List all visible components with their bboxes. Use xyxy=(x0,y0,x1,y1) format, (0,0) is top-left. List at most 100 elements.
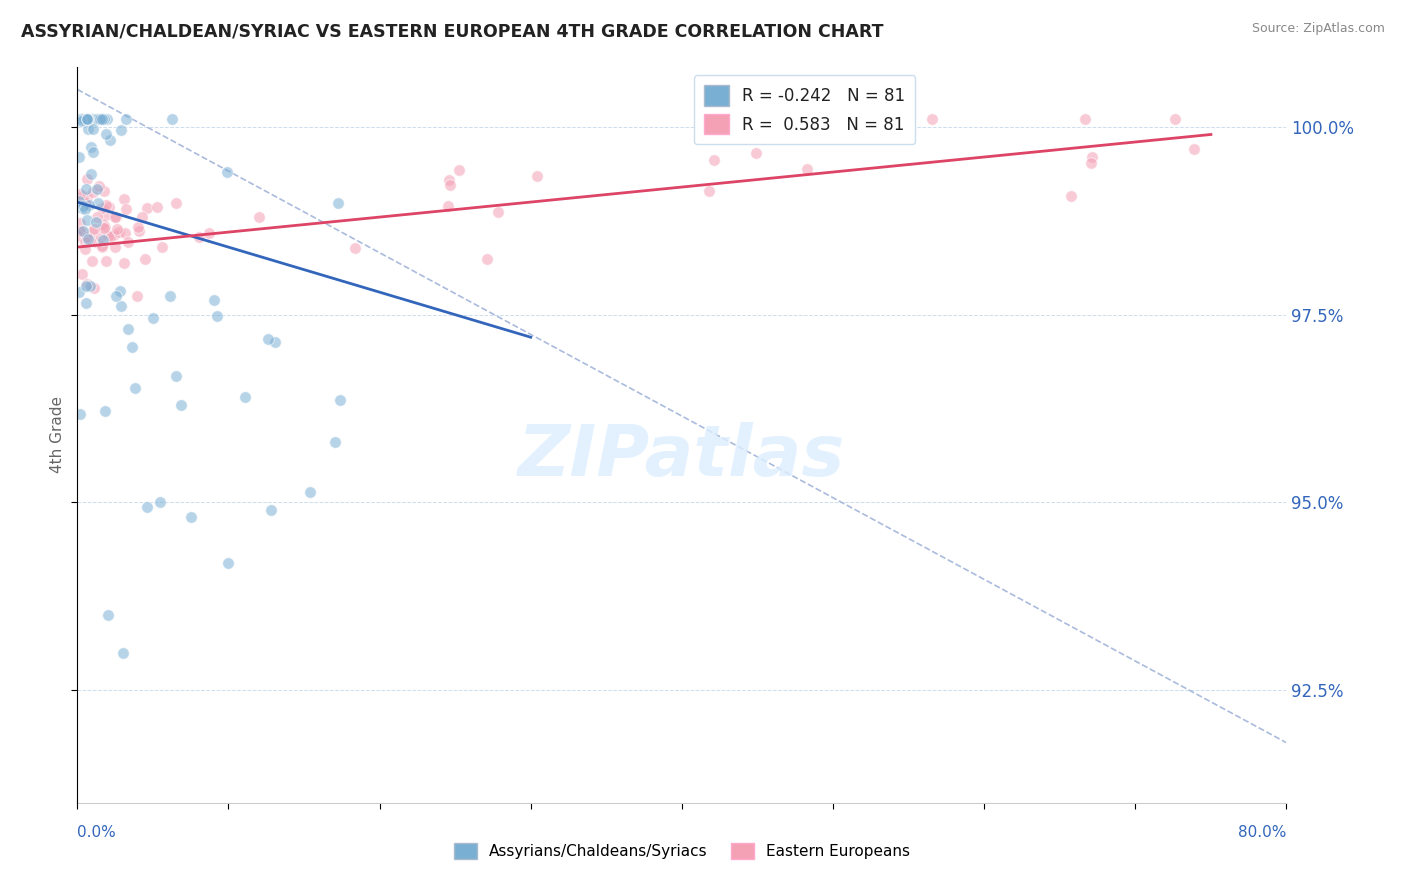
Point xyxy=(70,267,93,281)
Point xyxy=(921,112,943,127)
Point xyxy=(117,235,139,249)
Point xyxy=(69,216,91,230)
Point xyxy=(67,149,90,163)
Point xyxy=(91,218,114,232)
Point xyxy=(1081,150,1104,164)
Point xyxy=(75,195,97,210)
Point xyxy=(77,112,100,127)
Text: 0.0%: 0.0% xyxy=(77,825,117,840)
Point xyxy=(128,224,150,238)
Point xyxy=(87,179,110,194)
Point xyxy=(150,240,173,254)
Point xyxy=(247,210,270,224)
Point xyxy=(80,112,103,127)
Point xyxy=(526,169,548,184)
Point xyxy=(83,280,105,294)
Point xyxy=(97,200,120,214)
Point xyxy=(207,310,229,324)
Point xyxy=(1182,142,1205,156)
Point xyxy=(127,220,149,235)
Y-axis label: 4th Grade: 4th Grade xyxy=(49,396,65,474)
Point xyxy=(703,153,725,168)
Point xyxy=(82,145,104,159)
Point xyxy=(93,220,115,235)
Point xyxy=(73,242,96,256)
Point xyxy=(344,241,367,255)
Point xyxy=(96,112,118,127)
Point xyxy=(136,201,159,215)
Point xyxy=(202,293,225,308)
Point xyxy=(115,202,138,216)
Point xyxy=(89,112,111,127)
Point xyxy=(77,112,100,127)
Point xyxy=(75,182,97,196)
Point xyxy=(80,167,103,181)
Point xyxy=(76,277,98,292)
Point xyxy=(67,228,90,243)
Point xyxy=(91,240,114,254)
Point xyxy=(796,162,818,177)
Point xyxy=(439,178,461,192)
Point xyxy=(260,503,283,517)
Point xyxy=(75,279,97,293)
Point xyxy=(84,215,107,229)
Text: Source: ZipAtlas.com: Source: ZipAtlas.com xyxy=(1251,22,1385,36)
Text: 80.0%: 80.0% xyxy=(1239,825,1286,840)
Point xyxy=(135,500,157,515)
Point xyxy=(70,224,93,238)
Point xyxy=(97,229,120,244)
Point xyxy=(111,646,134,660)
Point xyxy=(69,407,91,421)
Point xyxy=(96,608,118,623)
Point xyxy=(486,205,509,219)
Point xyxy=(94,127,117,141)
Point xyxy=(160,112,183,127)
Point xyxy=(82,121,104,136)
Point xyxy=(165,368,187,383)
Point xyxy=(1164,112,1187,127)
Point xyxy=(114,226,136,240)
Point xyxy=(299,484,322,499)
Point xyxy=(80,112,103,127)
Point xyxy=(79,233,101,247)
Point xyxy=(77,198,100,212)
Point xyxy=(257,332,280,346)
Point xyxy=(897,124,920,138)
Point xyxy=(72,112,94,127)
Point xyxy=(170,398,193,412)
Point xyxy=(75,112,97,127)
Point xyxy=(475,252,498,267)
Point xyxy=(125,289,148,303)
Point xyxy=(437,172,460,186)
Point xyxy=(90,112,112,127)
Point xyxy=(1080,156,1102,170)
Point xyxy=(79,112,101,127)
Point xyxy=(105,222,128,236)
Point xyxy=(100,228,122,243)
Point xyxy=(121,340,143,354)
Point xyxy=(67,285,90,300)
Point xyxy=(90,202,112,216)
Point xyxy=(70,112,93,127)
Point xyxy=(263,335,285,350)
Point xyxy=(90,112,112,127)
Point xyxy=(98,133,121,147)
Point xyxy=(104,211,127,225)
Legend: Assyrians/Chaldeans/Syriacs, Eastern Europeans: Assyrians/Chaldeans/Syriacs, Eastern Eur… xyxy=(449,837,915,865)
Point xyxy=(110,299,132,313)
Text: ZIPatlas: ZIPatlas xyxy=(519,423,845,491)
Point xyxy=(124,381,146,395)
Point xyxy=(76,190,98,204)
Point xyxy=(82,225,104,239)
Point xyxy=(437,199,460,213)
Point xyxy=(67,194,90,208)
Point xyxy=(76,112,98,127)
Point xyxy=(94,219,117,234)
Point xyxy=(70,112,93,127)
Point xyxy=(86,210,108,224)
Text: ASSYRIAN/CHALDEAN/SYRIAC VS EASTERN EUROPEAN 4TH GRADE CORRELATION CHART: ASSYRIAN/CHALDEAN/SYRIAC VS EASTERN EURO… xyxy=(21,22,883,40)
Point xyxy=(149,495,172,509)
Point xyxy=(96,253,118,268)
Point xyxy=(82,186,104,200)
Point xyxy=(142,310,165,325)
